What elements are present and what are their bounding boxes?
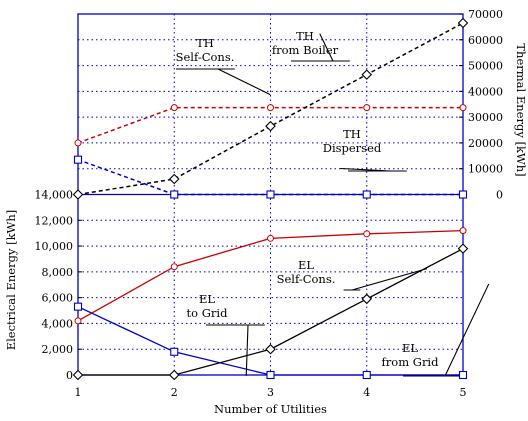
callout-el_self-line1: EL xyxy=(298,258,314,272)
left-tick-label: 0 xyxy=(66,369,73,382)
point-th_boiler xyxy=(72,189,84,200)
left-axis-ticks: 0 2,000 4,000 6,000 8,000 10,000 12,000 14,000 xyxy=(35,189,82,382)
callout-leader-th_self xyxy=(217,68,271,96)
point-th_dispersed xyxy=(73,155,83,164)
series-line-th_boiler xyxy=(77,22,464,196)
x-tick-label: 1 xyxy=(75,386,82,399)
callout-th_dispersed-line2: Dispersed xyxy=(323,141,382,155)
point-th_boiler xyxy=(168,173,180,185)
callout-leader-el_grid_from xyxy=(444,283,490,377)
callout-th_boiler-line1: TH xyxy=(296,29,314,43)
callout-el_grid_from-line1: EL xyxy=(402,341,418,355)
point-el_grid_to xyxy=(362,370,371,380)
right-tick-label: 40000 xyxy=(468,85,503,98)
callout-el_grid_to-line2: to Grid xyxy=(187,306,229,320)
point-th_self xyxy=(363,104,371,112)
series-th_dispersed xyxy=(73,155,468,199)
left-tick-label: 2,000 xyxy=(42,343,74,356)
point-el_grid_from xyxy=(265,343,276,355)
left-tick-label: 10,000 xyxy=(35,240,74,253)
point-th_self xyxy=(459,104,467,112)
x-tick-label: 3 xyxy=(267,386,274,399)
point-el_grid_to xyxy=(266,370,275,380)
series-el_grid_from xyxy=(72,243,469,381)
left-tick-label: 8,000 xyxy=(42,266,74,279)
callout-leader-el_grid_to xyxy=(245,324,249,376)
x-axis-title: Number of Utilities xyxy=(214,402,327,416)
callout-th_self-line2: Self-Cons. xyxy=(176,50,235,64)
x-tick-label: 2 xyxy=(171,386,178,399)
point-el_grid_to xyxy=(73,302,83,311)
point-th_dispersed xyxy=(170,190,179,199)
point-th_self xyxy=(74,139,82,147)
point-el_self xyxy=(267,234,274,242)
callout-leader-el_self xyxy=(351,268,428,291)
point-el_grid_from xyxy=(361,293,373,305)
right-tick-label: 0 xyxy=(496,189,503,202)
right-tick-label: 60000 xyxy=(468,34,503,47)
point-el_self xyxy=(363,230,371,238)
left-tick-label: 12,000 xyxy=(35,214,74,227)
point-el_grid_from xyxy=(168,369,180,381)
point-el_grid_to xyxy=(458,370,468,380)
right-tick-label: 30000 xyxy=(468,111,503,124)
series-th_self xyxy=(74,104,467,147)
point-el_grid_from xyxy=(457,243,469,254)
point-th_dispersed xyxy=(266,190,275,199)
point-th_self xyxy=(170,104,178,112)
point-el_self xyxy=(459,227,467,235)
callout-leader-th_boiler xyxy=(319,33,334,62)
left-tick-label: 6,000 xyxy=(42,292,74,305)
callout-th_dispersed-line1: TH xyxy=(343,127,361,141)
series xyxy=(72,17,469,381)
point-el_grid_to xyxy=(170,347,179,356)
left-tick-label: 14,000 xyxy=(35,189,74,202)
callout-th_self-line1: TH xyxy=(196,36,214,50)
right-tick-label: 70000 xyxy=(468,8,503,21)
callout-th_boiler-line2: from Boiler xyxy=(272,43,339,57)
callout-el_grid_from-line2: from Grid xyxy=(382,355,440,369)
point-el_self xyxy=(170,263,178,271)
right-tick-label: 20000 xyxy=(468,137,503,150)
series-th_boiler xyxy=(72,17,469,200)
point-th_dispersed xyxy=(458,190,468,199)
point-th_boiler xyxy=(361,69,373,80)
point-th_boiler xyxy=(457,17,469,29)
left-tick-label: 4,000 xyxy=(42,317,74,330)
right-tick-label: 50000 xyxy=(468,60,503,73)
point-el_grid_from xyxy=(72,369,84,381)
right-axis-title: Thermal Energy [kWh] xyxy=(514,43,528,176)
right-tick-label: 10000 xyxy=(468,163,503,176)
callout-el_self-line2: Self-Cons. xyxy=(277,272,336,286)
point-th_self xyxy=(267,104,274,112)
x-tick-label: 4 xyxy=(363,386,370,399)
series-el_self xyxy=(74,227,467,325)
point-th_dispersed xyxy=(362,190,371,199)
series-el_grid_to xyxy=(73,302,468,380)
callout-el_grid_to-line1: EL xyxy=(199,292,215,306)
left-axis-title: Electrical Energy [kWh] xyxy=(4,210,18,351)
x-tick-label: 5 xyxy=(460,386,467,399)
x-axis-ticks: 1 2 3 4 5 xyxy=(75,386,467,399)
right-axis-ticks: 0 10000 20000 30000 40000 50000 60000 70000 xyxy=(459,8,503,202)
point-th_boiler xyxy=(265,120,276,132)
point-el_self xyxy=(74,317,82,325)
